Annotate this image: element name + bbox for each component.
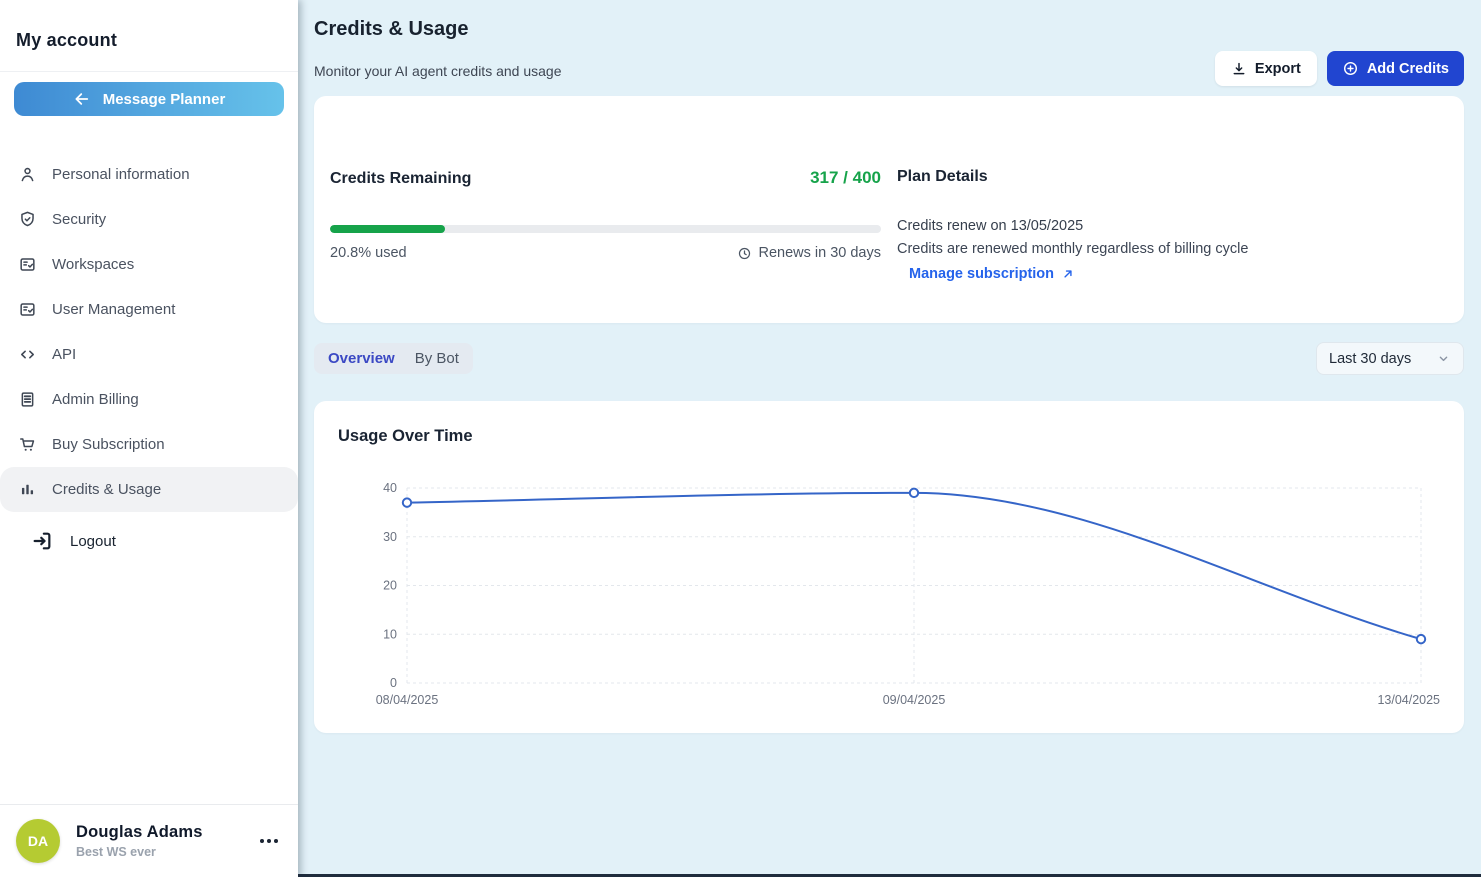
sidebar-nav: Personal information Security Workspaces… (0, 152, 298, 512)
window-bottom-edge (298, 874, 1481, 877)
credits-remaining-value: 317 / 400 (810, 168, 881, 187)
plan-details-title: Plan Details (897, 168, 988, 185)
plan-renew-line: Credits renew on 13/05/2025 (897, 218, 1084, 234)
user-icon (17, 165, 37, 185)
line-chart-svg: 0 10 20 30 40 08/04/2025 09/04/2025 13/04/2025 (376, 481, 1440, 707)
percent-used-label: 20.8% used (330, 245, 407, 261)
cart-icon (17, 435, 37, 455)
svg-text:0: 0 (390, 676, 397, 690)
export-label: Export (1254, 60, 1301, 77)
bar-chart-icon (17, 480, 37, 500)
svg-text:40: 40 (383, 481, 397, 495)
code-icon (17, 345, 37, 365)
credits-progress-fill (330, 225, 445, 233)
sidebar-item-security[interactable]: Security (0, 197, 298, 242)
manage-subscription-label: Manage subscription (909, 266, 1055, 282)
shield-check-icon (17, 210, 37, 230)
date-range-select[interactable]: Last 30 days (1316, 342, 1464, 375)
main-content: Credits & Usage Monitor your AI agent cr… (298, 0, 1481, 877)
view-tabs: Overview By Bot (314, 343, 473, 374)
tab-overview[interactable]: Overview (328, 350, 395, 367)
plus-circle-icon (1342, 60, 1359, 77)
user-block: DA Douglas Adams Best WS ever (0, 804, 298, 877)
logout-label: Logout (70, 532, 116, 550)
usage-over-time-chart: 0 10 20 30 40 08/04/2025 09/04/2025 13/04/2025 (338, 458, 1440, 715)
credits-remaining-title: Credits Remaining (330, 170, 472, 187)
date-range-value: Last 30 days (1329, 350, 1412, 367)
sidebar-item-label: User Management (52, 301, 176, 318)
credits-summary-card: Credits Remaining 317 / 400 20.8% used R… (314, 96, 1464, 323)
sidebar-item-label: API (52, 346, 77, 363)
plan-details-panel: Plan Details Credits renew on 13/05/2025… (897, 168, 1448, 283)
sidebar-item-label: Personal information (52, 166, 190, 183)
sidebar-item-api[interactable]: API (0, 332, 298, 377)
svg-text:10: 10 (383, 627, 397, 641)
svg-text:13/04/2025: 13/04/2025 (1377, 693, 1440, 707)
logout-icon (31, 530, 53, 552)
message-planner-button[interactable]: Message Planner (14, 82, 284, 116)
filter-row: Overview By Bot Last 30 days (314, 342, 1464, 375)
message-planner-label: Message Planner (102, 90, 226, 108)
svg-text:30: 30 (383, 530, 397, 544)
usage-chart-card: Usage Over Time 0 10 20 30 40 08/04/2025 09/04… (314, 401, 1464, 733)
sidebar-item-label: Security (52, 211, 107, 228)
sidebar-item-label: Buy Subscription (52, 436, 165, 453)
sidebar-item-admin-billing[interactable]: Admin Billing (0, 377, 298, 422)
page-title: Credits & Usage (314, 18, 469, 40)
sidebar-item-buy-subscription[interactable]: Buy Subscription (0, 422, 298, 467)
divider (0, 71, 298, 72)
credits-progress-bar (330, 225, 881, 233)
sidebar-item-label: Credits & Usage (52, 481, 162, 498)
external-link-icon (1061, 267, 1075, 281)
clock-icon (737, 246, 752, 261)
sidebar-item-label: Workspaces (52, 256, 135, 273)
svg-text:20: 20 (383, 579, 397, 593)
export-button[interactable]: Export (1214, 51, 1317, 86)
avatar: DA (16, 819, 60, 863)
user-name: Douglas Adams (76, 823, 203, 841)
sidebar-item-credits-usage[interactable]: Credits & Usage (0, 467, 298, 512)
page-header: Credits & Usage Monitor your AI agent cr… (314, 18, 1464, 86)
logout-button[interactable]: Logout (0, 518, 298, 564)
user-menu-ellipsis-icon[interactable] (256, 833, 282, 849)
credits-remaining-panel: Credits Remaining 317 / 400 20.8% used R… (330, 168, 881, 283)
sidebar-item-label: Admin Billing (52, 391, 139, 408)
list-check-icon (17, 255, 37, 275)
svg-text:09/04/2025: 09/04/2025 (883, 693, 946, 707)
add-credits-label: Add Credits (1366, 60, 1449, 77)
page-subtitle: Monitor your AI agent credits and usage (314, 63, 562, 79)
sidebar: My account Message Planner Personal info… (0, 0, 298, 877)
add-credits-button[interactable]: Add Credits (1326, 51, 1464, 86)
manage-subscription-link[interactable]: Manage subscription (909, 266, 1075, 282)
workspace-name: Best WS ever (76, 845, 156, 859)
arrow-left-icon (73, 90, 91, 108)
chart-title: Usage Over Time (338, 427, 473, 445)
list-check-icon (17, 300, 37, 320)
svg-text:08/04/2025: 08/04/2025 (376, 693, 439, 707)
sidebar-title: My account (16, 30, 118, 50)
download-icon (1231, 61, 1247, 77)
billing-icon (17, 390, 37, 410)
sidebar-item-workspaces[interactable]: Workspaces (0, 242, 298, 287)
chevron-down-icon (1436, 351, 1451, 366)
sidebar-item-personal-information[interactable]: Personal information (0, 152, 298, 197)
renews-label: Renews in 30 days (758, 245, 881, 261)
tab-by-bot[interactable]: By Bot (414, 350, 459, 367)
sidebar-item-user-management[interactable]: User Management (0, 287, 298, 332)
plan-note-line: Credits are renewed monthly regardless o… (897, 241, 1249, 257)
